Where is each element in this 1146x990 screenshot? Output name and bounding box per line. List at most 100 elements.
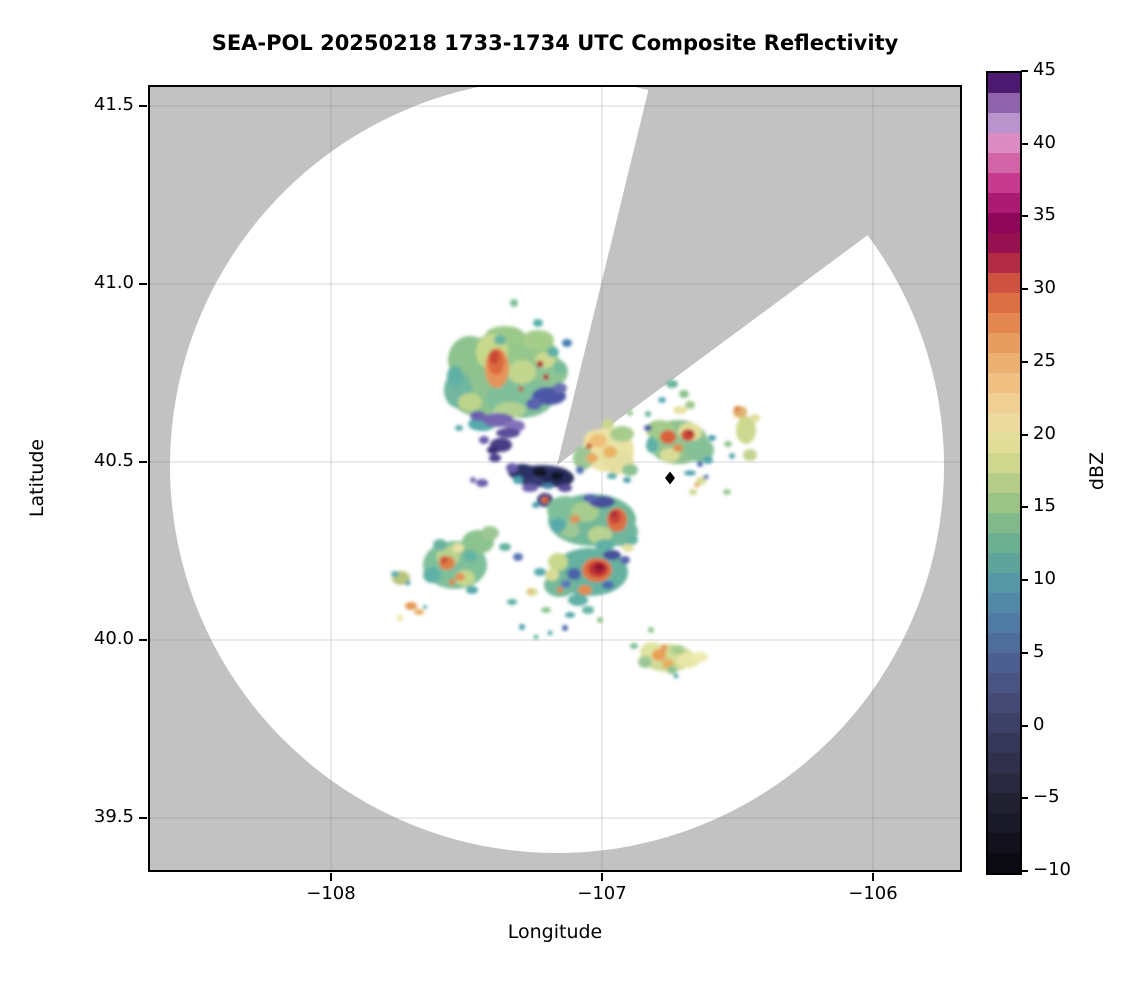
echo-cell (645, 411, 651, 417)
x-tick-mark (872, 873, 874, 881)
echo-cell (573, 446, 593, 470)
colorbar-step (988, 213, 1020, 233)
echo-cell (507, 599, 517, 605)
echo-cell (673, 406, 687, 414)
echo-cell (534, 568, 546, 576)
colorbar-step (988, 713, 1020, 733)
colorbar-tick-label: 5 (1033, 640, 1045, 662)
echo-cell (623, 477, 631, 483)
echo-cell (684, 470, 696, 476)
colorbar-step (988, 353, 1020, 373)
colorbar-tick-mark (1021, 724, 1028, 727)
colorbar-step (988, 613, 1020, 633)
echo-cell (666, 380, 678, 388)
x-tick-label: −106 (848, 883, 898, 904)
echo-cell (692, 652, 708, 662)
echo-cell (630, 643, 638, 649)
echo-cell (570, 515, 580, 523)
colorbar-tick-label: 45 (1033, 59, 1056, 80)
x-tick-mark (330, 873, 332, 881)
colorbar-step (988, 233, 1020, 253)
echo-cell (543, 374, 549, 380)
echo-cell (506, 463, 518, 473)
y-tick-label: 39.5 (93, 806, 134, 827)
echo-cell (561, 580, 571, 588)
echo-cell (518, 386, 524, 392)
echo-cell (703, 456, 713, 464)
echo-cell (544, 498, 548, 502)
blocked-sector-wedge (557, 85, 943, 465)
colorbar-step (988, 573, 1020, 593)
echo-cell (481, 526, 499, 540)
echo-cell (557, 587, 563, 593)
echo-cell (602, 419, 614, 429)
echo-cell (583, 494, 597, 502)
echo-cell (652, 649, 666, 661)
colorbar-step (988, 413, 1020, 433)
echo-cell (567, 568, 581, 580)
colorbar-tick-mark (1021, 506, 1028, 509)
echo-cell (568, 594, 588, 606)
echo-cell (463, 550, 477, 562)
echo-cell (526, 588, 538, 596)
echo-cell (489, 350, 499, 364)
colorbar-step (988, 793, 1020, 813)
echo-cell (565, 612, 575, 618)
echo-cell (660, 448, 680, 462)
echo-cell (603, 550, 621, 560)
echo-cell (586, 443, 592, 449)
echo-cell (689, 489, 697, 495)
colorbar-step (988, 653, 1020, 673)
echo-cell (582, 606, 594, 614)
colorbar-step (988, 193, 1020, 213)
echo-cell (476, 479, 488, 487)
echo-cell (562, 339, 572, 347)
x-axis-label: Longitude (507, 921, 603, 943)
echo-cell (433, 539, 447, 551)
echo-cell (526, 398, 542, 410)
y-tick-label: 41.5 (93, 94, 134, 115)
y-tick-label: 40.0 (93, 628, 134, 649)
echo-cell (528, 589, 532, 593)
colorbar-tick-mark (1021, 288, 1028, 291)
colorbar-step (988, 533, 1020, 553)
colorbar-step (988, 273, 1020, 293)
echo-cell (620, 556, 630, 564)
colorbar-tick-mark (1021, 797, 1028, 800)
echo-cell (489, 454, 501, 462)
echo-cell (499, 543, 511, 551)
echo-cell (658, 397, 666, 403)
colorbar-step (988, 73, 1020, 93)
echo-cell (541, 607, 551, 613)
echo-cell (405, 602, 417, 610)
colorbar-tick-label: 15 (1033, 495, 1056, 517)
echo-cell (673, 444, 683, 452)
y-tick-mark (139, 105, 147, 107)
echo-cell (729, 453, 735, 459)
echo-cell (508, 360, 536, 384)
echo-cell (686, 438, 714, 462)
echo-cell (470, 477, 476, 483)
echo-cell (487, 446, 499, 454)
y-tick-label: 40.5 (93, 450, 134, 471)
colorbar-tick-mark (1021, 360, 1028, 363)
echo-cell (405, 580, 411, 586)
echo-cell (547, 347, 559, 357)
colorbar-step (988, 453, 1020, 473)
colorbar-step (988, 593, 1020, 613)
echo-cell (681, 429, 695, 441)
colorbar-step (988, 493, 1020, 513)
x-tick-label: −107 (577, 883, 627, 904)
echo-cell (494, 335, 506, 345)
echo-cell (708, 435, 716, 441)
echo-cell (510, 299, 518, 307)
echo-cell (550, 518, 566, 532)
reflectivity-map (148, 85, 962, 872)
echo-cell (703, 474, 709, 480)
echo-cell (533, 319, 543, 327)
colorbar-step (988, 433, 1020, 453)
echo-cell (447, 366, 463, 386)
echo-cell (479, 436, 489, 444)
echo-cell (414, 609, 424, 615)
